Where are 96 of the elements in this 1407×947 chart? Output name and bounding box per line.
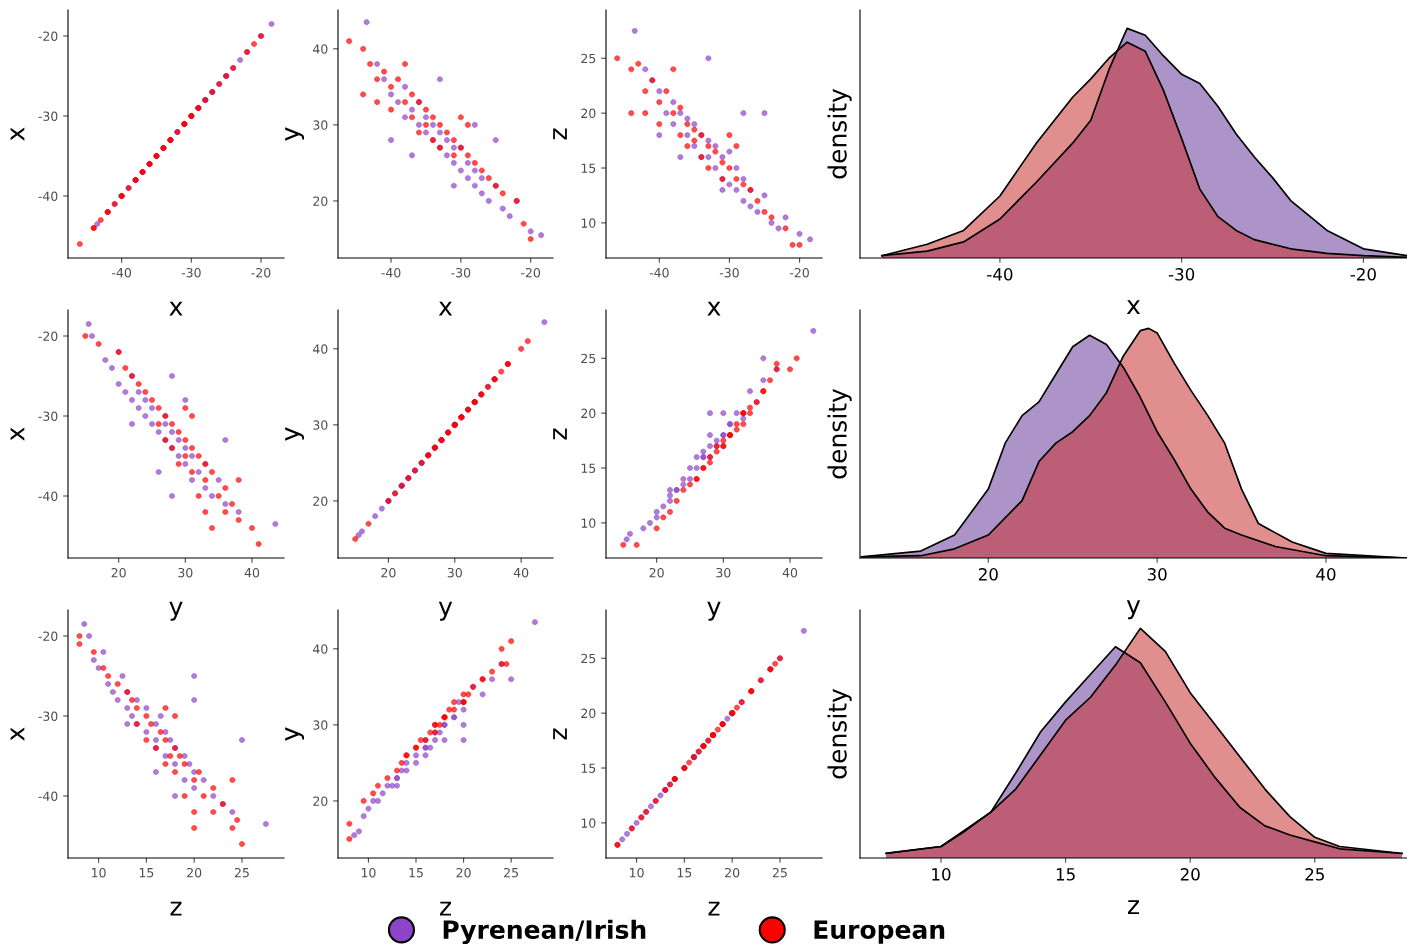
x-axis-title: x (1126, 300, 1141, 314)
y-tick-label: 15 (581, 763, 596, 773)
x-tick-label: -30 (181, 267, 201, 278)
x-tick-label: 10 (630, 867, 644, 878)
x-axis-title: z (1128, 900, 1139, 914)
x-axis-title: y (707, 601, 721, 621)
x-axis-title: x (169, 301, 183, 316)
x-tick-label: 20 (725, 867, 740, 878)
y-tick-label: -30 (38, 711, 58, 721)
y-axis-title: x (10, 727, 25, 741)
y-tick-label: 30 (313, 720, 328, 730)
x-tick-label: 10 (932, 868, 951, 881)
x-axis-title: y (169, 601, 183, 621)
x-axis-title: z (170, 901, 182, 916)
y-tick-label: 10 (581, 818, 596, 828)
x-tick-label: 20 (456, 867, 471, 878)
x-axis-title: y (1126, 600, 1141, 620)
x-tick-label: -20 (1350, 268, 1376, 281)
x-tick-label: -30 (719, 267, 739, 278)
x-tick-label: -30 (1168, 268, 1195, 281)
y-tick-label: 30 (313, 120, 328, 130)
y-tick-label: 40 (312, 644, 328, 654)
y-axis-title: x (10, 427, 25, 441)
y-tick-label: -40 (38, 491, 58, 501)
x-tick-label: 15 (1056, 868, 1075, 881)
y-tick-label: 20 (313, 196, 328, 206)
x-tick-label: -40 (987, 268, 1013, 281)
y-tick-label: -20 (38, 331, 58, 341)
x-tick-label: 30 (447, 567, 462, 578)
y-axis-title: y (285, 127, 305, 141)
y-tick-label: 10 (581, 518, 596, 528)
y-tick-label: -30 (38, 411, 58, 421)
y-tick-label: 25 (581, 53, 596, 64)
x-tick-label: -20 (251, 267, 271, 278)
x-tick-label: 20 (1180, 868, 1200, 881)
y-tick-label: 40 (312, 344, 328, 354)
x-tick-label: 20 (111, 567, 126, 578)
x-tick-label: 15 (409, 868, 423, 878)
x-axis-title: y (438, 601, 453, 621)
x-tick-label: -20 (521, 267, 541, 278)
x-tick-label: 25 (234, 867, 249, 878)
y-tick-label: 10 (581, 218, 596, 228)
y-tick-label: 20 (313, 496, 328, 506)
x-tick-label: 40 (513, 567, 529, 578)
y-tick-label: 20 (581, 408, 596, 419)
x-tick-label: -40 (381, 267, 401, 278)
y-axis-title: y (285, 727, 305, 741)
y-axis-title: density (827, 388, 852, 479)
y-tick-label: 20 (581, 108, 596, 119)
x-axis-title: z (440, 901, 451, 916)
y-axis-title: z (553, 728, 567, 740)
x-tick-label: -20 (789, 267, 809, 278)
y-tick-label: -40 (38, 791, 58, 801)
x-tick-label: -40 (649, 267, 669, 278)
y-axis-title: density (827, 88, 852, 179)
x-tick-label: -40 (112, 267, 132, 278)
x-tick-label: 20 (649, 567, 664, 578)
legend-label: European (814, 920, 945, 944)
x-tick-label: 15 (139, 868, 154, 878)
y-tick-label: 40 (312, 44, 328, 54)
y-tick-label: 15 (581, 463, 596, 473)
y-tick-label: 25 (581, 653, 596, 664)
x-tick-label: 20 (978, 568, 998, 581)
x-tick-label: 30 (178, 567, 193, 578)
y-tick-label: -20 (38, 631, 58, 641)
x-tick-label: 40 (1316, 568, 1336, 581)
x-tick-label: 20 (381, 567, 396, 578)
y-axis-title: density (827, 688, 852, 779)
x-tick-label: 10 (92, 867, 106, 878)
x-tick-label: 25 (772, 867, 787, 878)
y-axis-title: z (553, 428, 567, 440)
x-tick-label: 10 (361, 867, 376, 878)
x-axis-title: x (707, 301, 721, 316)
x-axis-title: x (438, 301, 453, 316)
y-tick-label: -20 (38, 31, 58, 41)
y-axis-title: z (553, 128, 567, 140)
x-tick-label: 40 (782, 567, 798, 578)
y-tick-label: 25 (581, 353, 596, 364)
x-tick-label: 30 (716, 567, 731, 578)
x-axis-title: z (708, 901, 720, 916)
y-tick-label: 30 (313, 420, 328, 430)
x-tick-label: 15 (677, 868, 692, 878)
legend-label: Pyrenean/Irish (443, 919, 646, 945)
x-tick-label: -30 (451, 267, 471, 278)
x-tick-label: 25 (504, 867, 518, 878)
y-axis-title: y (285, 427, 305, 441)
x-tick-label: 40 (244, 567, 260, 578)
y-tick-label: -40 (38, 191, 58, 201)
x-tick-label: 30 (1147, 568, 1167, 581)
x-tick-label: 25 (1305, 868, 1324, 881)
x-tick-label: 20 (187, 867, 202, 878)
y-tick-label: 20 (581, 708, 596, 719)
y-tick-label: -30 (38, 111, 58, 121)
y-tick-label: 15 (581, 163, 596, 173)
y-tick-label: 20 (313, 796, 328, 806)
y-axis-title: x (10, 127, 25, 141)
